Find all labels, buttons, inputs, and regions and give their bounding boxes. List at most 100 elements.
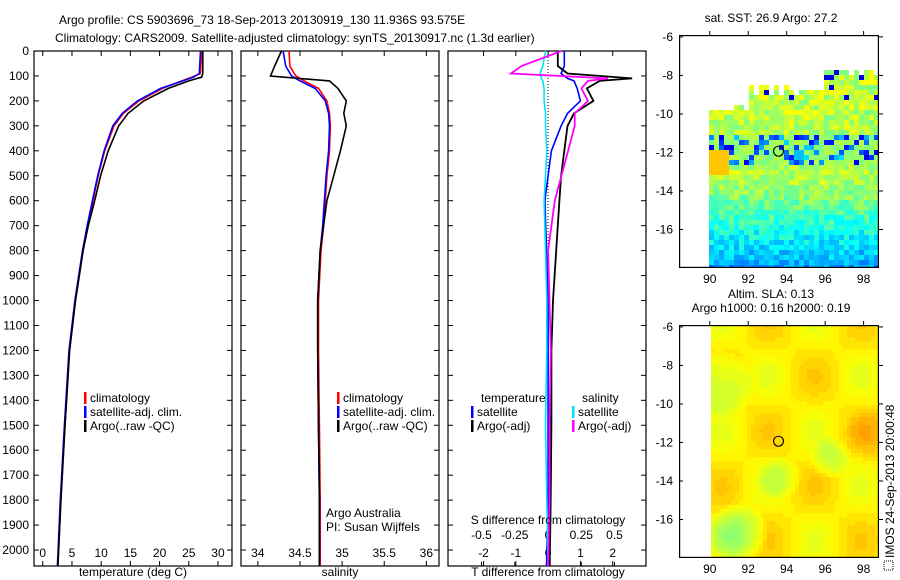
salinity-line-1: [282, 50, 331, 566]
depth-tick-label: 700: [9, 219, 29, 233]
temperature-legend-label: Argo(..raw -QC): [90, 419, 175, 433]
temperature-legend-label: satellite-adj. clim.: [90, 405, 182, 419]
sla-map-ytick-label: -8: [662, 358, 673, 372]
t-difference-axis-label: T difference from climatology: [471, 565, 625, 579]
salinity-legend-swatch: [337, 392, 340, 404]
difference-line-1: [548, 51, 633, 567]
salinity-legend-label: climatology: [343, 391, 403, 405]
imos-logo: [883, 560, 894, 571]
diff-legend-temperature-swatch: [471, 406, 474, 418]
temperature-line-0: [57, 50, 203, 567]
depth-tick-label: 1900: [2, 518, 29, 532]
diff-legend-temperature-heading: temperature: [481, 391, 546, 405]
diff-legend-temperature-label: satellite: [477, 405, 518, 419]
depth-tick-label: 900: [9, 269, 29, 283]
depth-tick-label: 1800: [2, 493, 29, 507]
s-difference-tick-label: 0.5: [606, 528, 623, 542]
argo-australia-label: Argo Australia: [326, 506, 401, 520]
sla-map-ytick-label: -10: [656, 397, 674, 411]
depth-tick-label: 2000: [2, 543, 29, 557]
sla-map-title: Argo h1000: 0.16 h2000: 0.19: [692, 301, 851, 315]
temperature-axis-tick-label: 20: [153, 546, 167, 560]
temperature-line-1: [56, 50, 202, 567]
diff-legend-salinity-swatch: [572, 420, 575, 432]
s-difference-tick-label: 0.25: [570, 528, 594, 542]
depth-tick-label: 500: [9, 169, 29, 183]
sst-map-xtick-label: 96: [818, 272, 832, 286]
diff-legend-salinity-label: Argo(-adj): [578, 419, 631, 433]
depth-tick-label: 100: [9, 69, 29, 83]
sst-map-title: sat. SST: 26.9 Argo: 27.2: [705, 11, 838, 25]
temperature-legend-label: climatology: [90, 391, 150, 405]
salinity-axis-label: salinity: [322, 565, 359, 579]
sst-map-ytick-label: -6: [662, 30, 673, 44]
sla-map-ytick-label: -16: [656, 512, 674, 526]
temperature-legend-swatch: [84, 420, 87, 432]
difference-line-2: [539, 50, 549, 567]
depth-tick-label: 1100: [3, 318, 29, 332]
diff-legend-salinity-swatch: [572, 406, 575, 418]
salinity-line-0: [288, 50, 332, 566]
s-difference-tick-label: -0.25: [501, 528, 529, 542]
title-line-1: Argo profile: CS 5903696_73 18-Sep-2013 …: [59, 13, 465, 27]
salinity-axis-tick-label: 34: [251, 546, 265, 560]
depth-tick-label: 1400: [2, 393, 29, 407]
depth-tick-label: 1300: [2, 368, 29, 382]
depth-tick-label: 1500: [2, 418, 29, 432]
difference-line-3: [508, 50, 609, 567]
sla-map-image: [679, 325, 879, 558]
depth-tick-label: 600: [9, 194, 29, 208]
sst-map-image: [679, 35, 879, 268]
diff-legend-salinity-heading: salinity: [582, 391, 619, 405]
depth-tick-label: 1000: [2, 294, 29, 308]
sla-map-title: Altim. SLA: 0.13: [728, 287, 814, 301]
salinity-legend-swatch: [337, 420, 340, 432]
temperature-axis-tick-label: 15: [124, 546, 138, 560]
depth-tick-label: 0: [22, 44, 29, 58]
sla-map-xtick-label: 90: [703, 562, 717, 576]
salinity-axis-tick-label: 34.5: [288, 546, 312, 560]
depth-tick-label: 300: [9, 119, 29, 133]
salinity-axis-tick-label: 35: [335, 546, 349, 560]
salinity-panel: [240, 50, 440, 567]
s-difference-axis-label: S difference from climatology: [471, 513, 626, 527]
salinity-legend-label: Argo(..raw -QC): [343, 419, 428, 433]
t-difference-axis-tick-label: 2: [609, 546, 616, 560]
sst-map-ytick-label: -12: [656, 145, 674, 159]
depth-tick-label: 200: [9, 94, 29, 108]
depth-tick-label: 800: [9, 244, 29, 258]
temperature-axis-tick-label: 25: [182, 546, 196, 560]
sla-map-xtick-label: 94: [780, 562, 794, 576]
diff-legend-temperature-swatch: [471, 420, 474, 432]
t-difference-axis-tick-label: -1: [510, 546, 521, 560]
depth-tick-label: 1200: [2, 343, 29, 357]
salinity-legend-swatch: [337, 406, 340, 418]
t-difference-axis-tick-label: 1: [577, 546, 584, 560]
pi-label: PI: Susan Wijffels: [326, 520, 420, 534]
sst-map-xtick-label: 94: [780, 272, 794, 286]
t-difference-axis-tick-label: -2: [478, 546, 489, 560]
depth-tick-label: 1700: [2, 468, 29, 482]
sst-map-ytick-label: -16: [656, 222, 674, 236]
temperature-axis-label: temperature (deg C): [79, 565, 187, 579]
salinity-axis-tick-label: 36: [420, 546, 434, 560]
sla-map-xtick-label: 98: [857, 562, 871, 576]
depth-tick-label: 400: [9, 144, 29, 158]
temperature-axis-tick-label: 30: [211, 546, 225, 560]
sla-map-ytick-label: -14: [656, 474, 674, 488]
imos-stamp: IMOS 24-Sep-2013 20:00:48: [883, 404, 897, 558]
sst-map-xtick-label: 92: [742, 272, 756, 286]
temperature-axis-tick-label: 10: [94, 546, 108, 560]
s-difference-tick-label: -0.5: [471, 528, 492, 542]
salinity-legend-label: satellite-adj. clim.: [343, 405, 435, 419]
sst-map-ytick-label: -8: [662, 68, 673, 82]
salinity-line-2: [269, 50, 348, 566]
sst-map-xtick-label: 90: [703, 272, 717, 286]
salinity-axis-tick-label: 35.5: [373, 546, 397, 560]
temperature-legend-swatch: [84, 392, 87, 404]
sla-map-xtick-label: 96: [818, 562, 832, 576]
temperature-panel: [33, 50, 233, 567]
sla-map-ytick-label: -12: [656, 435, 674, 449]
